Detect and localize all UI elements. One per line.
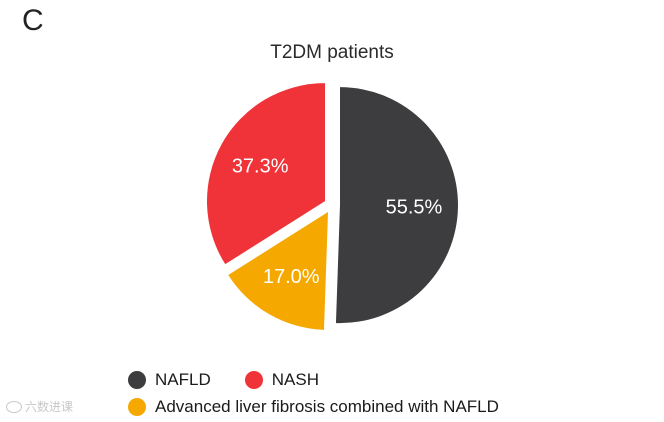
legend-dot-nafld bbox=[128, 370, 146, 389]
legend-item-nafld: NAFLD bbox=[128, 370, 211, 390]
legend-dot-fibrosis bbox=[128, 397, 146, 416]
legend-label-nafld: NAFLD bbox=[155, 369, 211, 389]
legend: NAFLD NASH Advanced liver fibrosis combi… bbox=[128, 366, 533, 420]
legend-row-1: NAFLD NASH bbox=[128, 366, 533, 393]
pie-slice-nash bbox=[206, 83, 325, 265]
legend-row-2: Advanced liver fibrosis combined with NA… bbox=[128, 393, 533, 420]
pie-label-2: 37.3% bbox=[232, 155, 289, 177]
chart-title: T2DM patients bbox=[270, 42, 394, 63]
pie-slice-advanced-liver-fibrosis-combined-with-nafld bbox=[228, 211, 329, 330]
watermark-logo-icon bbox=[6, 400, 22, 413]
legend-label-nash: NASH bbox=[271, 369, 319, 389]
legend-label-fibrosis: Advanced liver fibrosis combined with NA… bbox=[155, 396, 499, 416]
legend-item-fibrosis: Advanced liver fibrosis combined with NA… bbox=[128, 397, 499, 417]
watermark-text: 六数进课 bbox=[25, 400, 74, 414]
watermark: 六数进课 bbox=[6, 398, 73, 415]
legend-item-nash: NASH bbox=[244, 369, 319, 390]
panel-label: C bbox=[22, 4, 44, 37]
pie-slice-nafld bbox=[335, 87, 458, 324]
legend-dot-nash bbox=[244, 370, 263, 389]
pie-label-1: 17.0% bbox=[263, 266, 320, 288]
pie-label-0: 55.5% bbox=[386, 196, 443, 218]
